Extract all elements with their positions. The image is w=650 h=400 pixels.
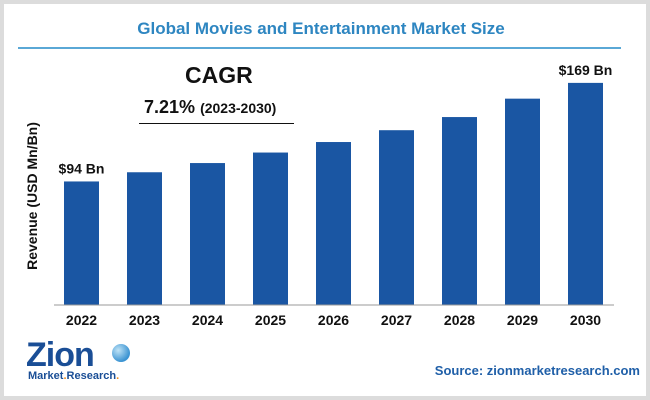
zion-logo: Zion Market.Research. [26,338,130,390]
bar-2030 [568,82,603,305]
cagr-annotation: 7.21% (2023-2030) [144,97,276,118]
data-label-2022: $94 Bn [59,160,105,176]
data-label-2030: $169 Bn [559,62,613,78]
x-tick-2024: 2024 [192,312,223,328]
logo-wordmark: Zion [26,336,95,374]
bar-2026 [316,142,351,305]
logo-subtitle-tail: . [116,370,120,382]
x-tick-2030: 2030 [570,312,601,328]
bar-2028 [442,117,477,305]
title-divider [18,47,621,49]
x-tick-2027: 2027 [381,312,412,328]
bar-2027 [379,130,414,305]
x-tick-labels: 2022 2023 2024 2025 2026 2027 2028 2029 2030 [66,312,601,328]
cagr-label: CAGR [185,62,253,88]
cagr-underline [139,123,294,124]
source-note: Source: zionmarketresearch.com [434,363,640,378]
bar-2029 [505,98,540,306]
logo-subtitle-dot: . [63,370,67,382]
bars-layer [64,82,603,306]
bar-2025 [253,152,288,305]
bar-2024 [190,163,225,305]
x-tick-2022: 2022 [66,312,97,328]
x-tick-2026: 2026 [318,312,349,328]
x-tick-2025: 2025 [255,312,286,328]
chart-title: Global Movies and Entertainment Market S… [137,19,505,38]
x-tick-2029: 2029 [507,312,538,328]
cagr-value: 7.21% [144,97,196,117]
globe-icon [112,344,130,362]
bar-2023 [127,172,162,305]
cagr-range: (2023-2030) [200,100,277,116]
x-tick-2028: 2028 [444,312,475,328]
logo-subtitle-market: Market [28,370,64,382]
logo-subtitle-research: Research [66,370,117,382]
data-labels: $94 Bn $169 Bn [59,62,613,177]
bar-2022 [64,181,99,305]
x-tick-2023: 2023 [129,312,160,328]
logo-subtitle: Market.Research. [28,371,119,382]
